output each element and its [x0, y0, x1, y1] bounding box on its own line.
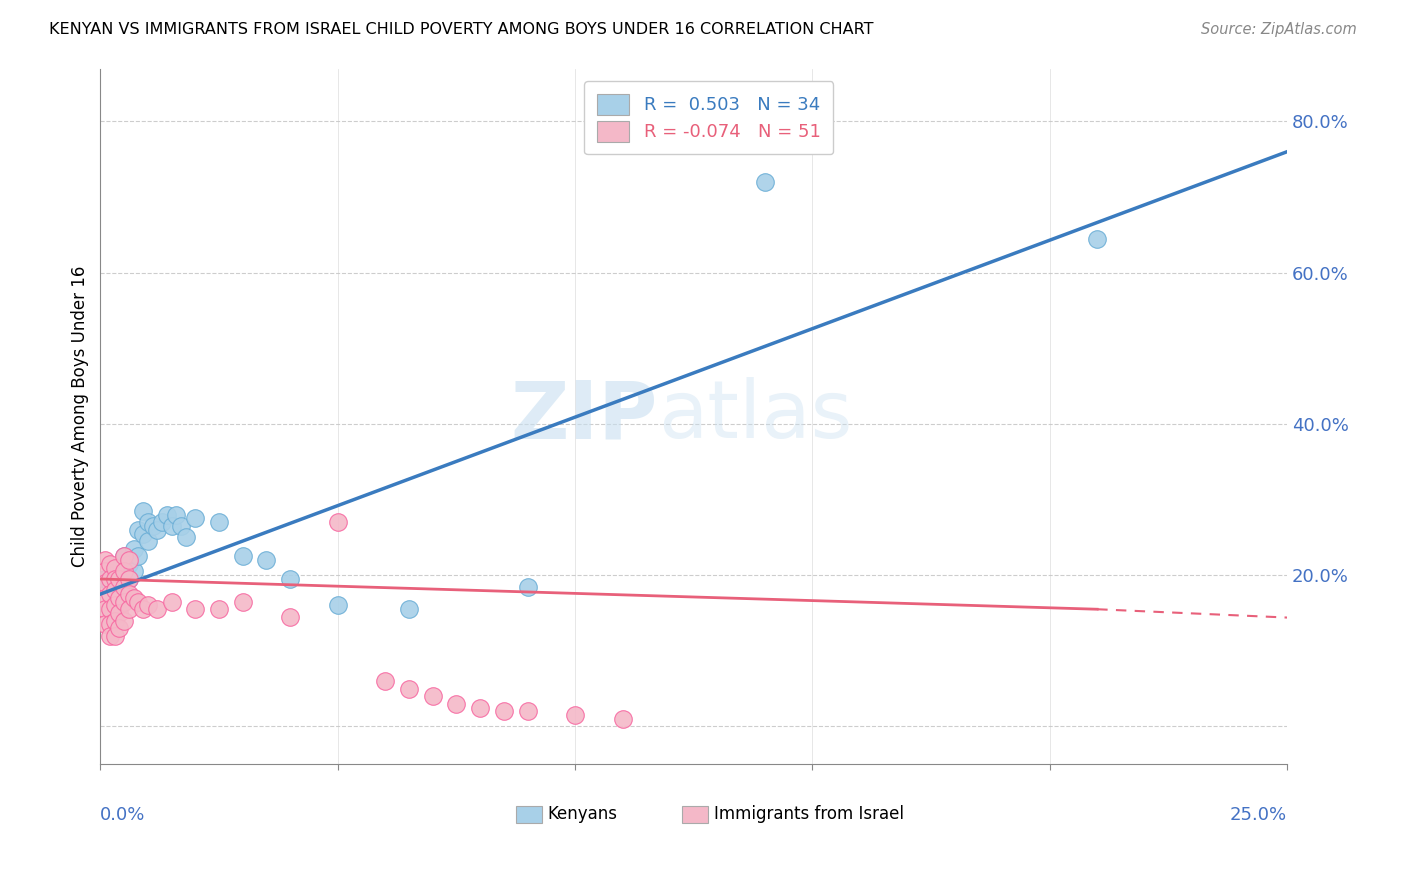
Point — [98, 575, 121, 590]
Point — [108, 560, 131, 574]
Point — [118, 587, 141, 601]
Point — [127, 549, 149, 564]
Point — [165, 508, 187, 522]
Legend: R =  0.503   N = 34, R = -0.074   N = 51: R = 0.503 N = 34, R = -0.074 N = 51 — [583, 81, 834, 154]
Text: Immigrants from Israel: Immigrants from Israel — [714, 805, 904, 823]
Point — [1085, 232, 1108, 246]
Point — [326, 599, 349, 613]
Point — [98, 602, 121, 616]
Point — [112, 595, 135, 609]
Point — [142, 519, 165, 533]
Point — [127, 523, 149, 537]
Point — [326, 516, 349, 530]
Point — [127, 595, 149, 609]
Point — [136, 599, 159, 613]
Point — [160, 595, 183, 609]
Point — [94, 602, 117, 616]
Point — [94, 572, 117, 586]
Point — [118, 553, 141, 567]
Point — [516, 704, 538, 718]
Point — [98, 572, 121, 586]
Point — [170, 519, 193, 533]
Point — [468, 700, 491, 714]
Text: atlas: atlas — [658, 377, 852, 456]
Point — [232, 549, 254, 564]
Point — [112, 572, 135, 586]
Point — [422, 690, 444, 704]
Point — [160, 519, 183, 533]
Point — [104, 583, 127, 598]
Point — [156, 508, 179, 522]
Point — [108, 606, 131, 620]
Point — [174, 530, 197, 544]
Point — [112, 614, 135, 628]
Point — [122, 591, 145, 605]
Point — [118, 557, 141, 571]
Point — [136, 534, 159, 549]
Point — [516, 580, 538, 594]
Point — [398, 681, 420, 696]
Point — [112, 580, 135, 594]
Point — [208, 516, 231, 530]
Point — [278, 609, 301, 624]
Point — [146, 523, 169, 537]
Point — [208, 602, 231, 616]
Text: KENYAN VS IMMIGRANTS FROM ISRAEL CHILD POVERTY AMONG BOYS UNDER 16 CORRELATION C: KENYAN VS IMMIGRANTS FROM ISRAEL CHILD P… — [49, 22, 873, 37]
Point — [108, 591, 131, 605]
Text: Source: ZipAtlas.com: Source: ZipAtlas.com — [1201, 22, 1357, 37]
Point — [132, 504, 155, 518]
Text: 0.0%: 0.0% — [100, 806, 146, 824]
Point — [104, 614, 127, 628]
Point — [104, 629, 127, 643]
Text: ZIP: ZIP — [510, 377, 658, 456]
Point — [564, 708, 586, 723]
Point — [122, 565, 145, 579]
Point — [492, 704, 515, 718]
Point — [446, 697, 468, 711]
Text: 25.0%: 25.0% — [1230, 806, 1286, 824]
Point — [112, 549, 135, 564]
Point — [612, 712, 634, 726]
Text: Kenyans: Kenyans — [548, 805, 617, 823]
Point — [94, 575, 117, 590]
Point — [146, 602, 169, 616]
Point — [232, 595, 254, 609]
Point — [398, 602, 420, 616]
Point — [98, 617, 121, 632]
Point — [136, 516, 159, 530]
Point — [374, 674, 396, 689]
Point — [94, 591, 117, 605]
Point — [118, 602, 141, 616]
Point — [98, 557, 121, 571]
Point — [108, 621, 131, 635]
Point — [150, 516, 173, 530]
Point — [118, 572, 141, 586]
Bar — [516, 806, 541, 823]
Point — [122, 541, 145, 556]
Point — [132, 526, 155, 541]
Point — [112, 549, 135, 564]
Point — [104, 599, 127, 613]
Y-axis label: Child Poverty Among Boys Under 16: Child Poverty Among Boys Under 16 — [72, 266, 89, 567]
Point — [104, 572, 127, 586]
Point — [94, 553, 117, 567]
Point — [98, 587, 121, 601]
Point — [94, 617, 117, 632]
Point — [278, 572, 301, 586]
Point — [118, 572, 141, 586]
Point — [184, 511, 207, 525]
Point — [132, 602, 155, 616]
Bar — [682, 806, 709, 823]
Point — [754, 175, 776, 189]
Point — [94, 565, 117, 579]
Point — [108, 572, 131, 586]
Point — [256, 553, 278, 567]
Point — [98, 629, 121, 643]
Point — [112, 565, 135, 579]
Point — [184, 602, 207, 616]
Point — [104, 560, 127, 574]
Point — [104, 580, 127, 594]
